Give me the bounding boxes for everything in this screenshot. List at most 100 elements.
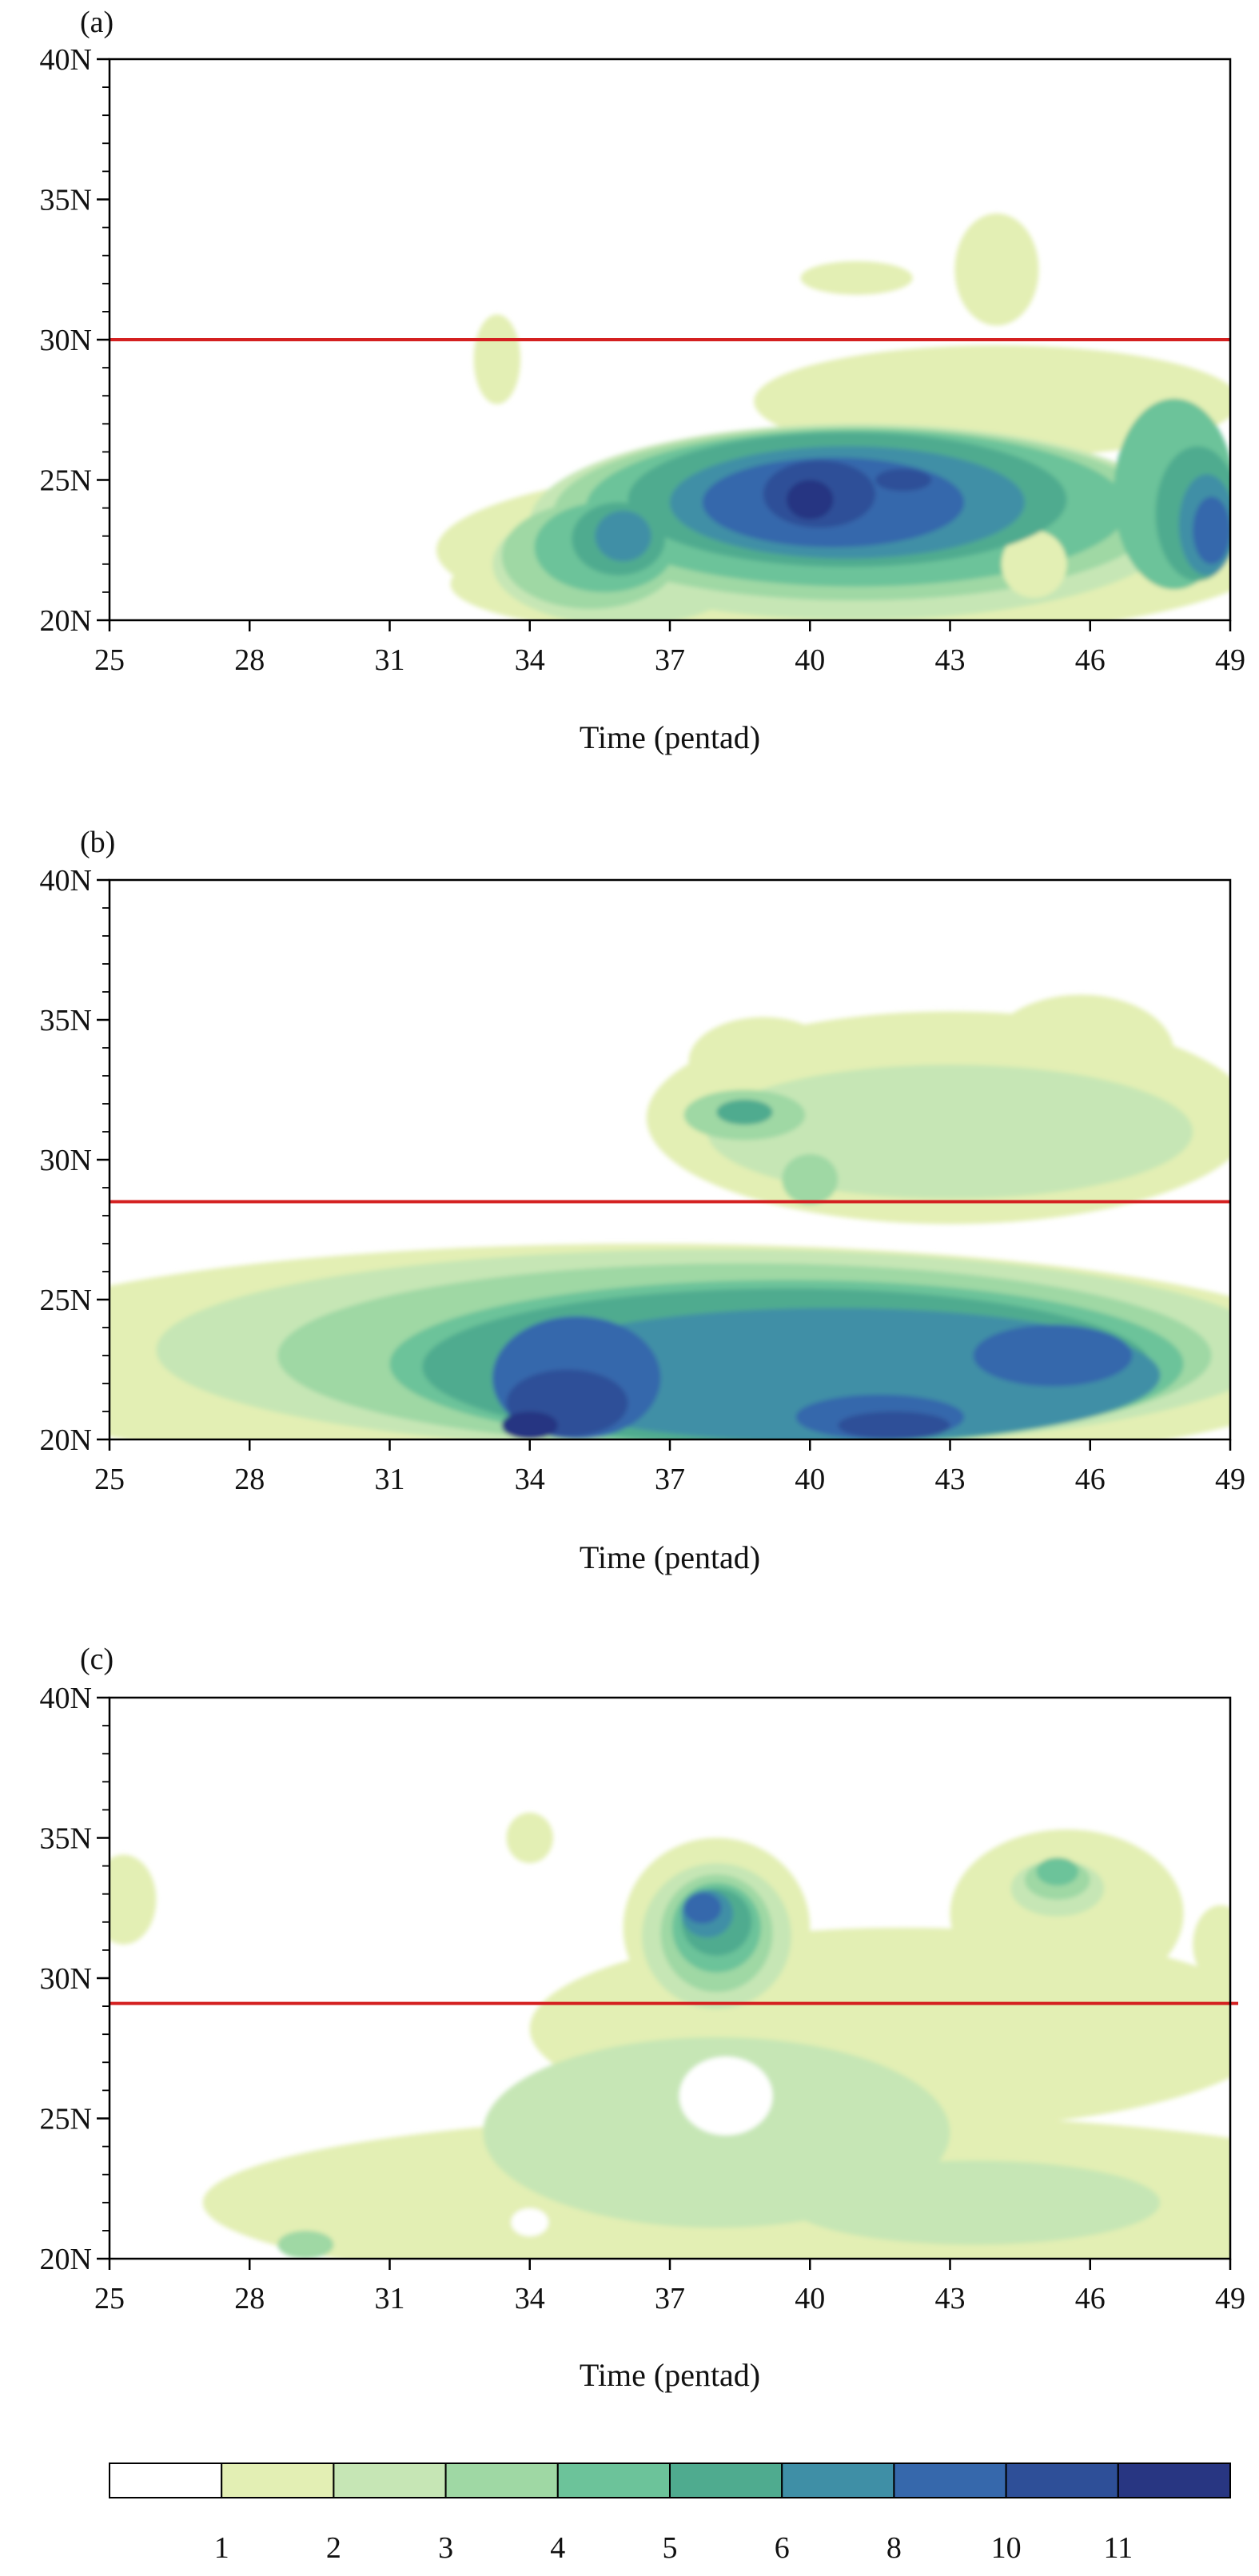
x-tick-label: 40 [795, 2282, 825, 2315]
x-tick-label: 25 [94, 643, 125, 677]
colorbar-swatch [1005, 2463, 1119, 2498]
x-axis-title-a: Time (pentad) [580, 719, 760, 755]
x-tick-label: 46 [1075, 1463, 1106, 1496]
panel-b: (b) 25 28 31 34 37 40 43 46 49 20N 25N 30N 35N 40N Ti… [40, 826, 1245, 1575]
y-tick-label: 20N [40, 2243, 92, 2276]
x-tick-label: 28 [234, 2282, 265, 2315]
colorbar-swatch [221, 2463, 335, 2498]
contour-region [1193, 1905, 1230, 1985]
colorbar-label: 1 [214, 2531, 229, 2565]
y-tick-label: 40N [40, 1682, 92, 1715]
y-tick-label: 20N [40, 1423, 92, 1457]
contour-region [277, 2230, 334, 2259]
contour-region [800, 261, 913, 295]
panel-label-b: (b) [80, 826, 115, 859]
colorbar-swatch [1117, 2463, 1232, 2498]
colorbar-swatch [669, 2463, 783, 2498]
colorbar-label: 8 [886, 2531, 902, 2565]
x-tick-label: 34 [515, 643, 545, 677]
contour-region [782, 1154, 839, 1204]
x-tick-label: 37 [655, 643, 685, 677]
colorbar-label: 2 [326, 2531, 341, 2565]
x-tick-label: 43 [935, 643, 966, 677]
contour-region [679, 2056, 773, 2136]
x-tick-label: 43 [935, 2282, 966, 2315]
y-tick-label: 20N [40, 604, 92, 638]
y-tick-label: 30N [40, 1144, 92, 1177]
colorbar-swatch [893, 2463, 1007, 2498]
contour-region [875, 468, 932, 492]
colorbar-swatch [444, 2463, 559, 2498]
x-tick-label: 25 [94, 1463, 125, 1496]
contour-region [954, 213, 1039, 326]
x-tick-label: 28 [234, 1463, 265, 1496]
contour-region [787, 480, 834, 520]
contour-region [838, 1411, 950, 1439]
y-tick-label: 40N [40, 864, 92, 898]
x-axis-title-c: Time (pentad) [580, 2357, 760, 2393]
contour-region [473, 314, 521, 404]
x-tick-label: 25 [94, 2282, 125, 2315]
panel-label-c: (c) [80, 1642, 114, 1676]
x-tick-label: 40 [795, 1463, 825, 1496]
colorbar-label: 4 [550, 2531, 565, 2565]
colorbar-swatch [781, 2463, 895, 2498]
axes-a: 25 28 31 34 37 40 43 46 49 20N 25N 30N 35N 40N [40, 43, 1245, 677]
x-tick-label: 49 [1215, 2282, 1245, 2315]
y-tick-label: 25N [40, 1284, 92, 1317]
contour-region [973, 1324, 1133, 1387]
contour-region [683, 1892, 722, 1924]
contour-region [506, 1812, 553, 1864]
y-tick-label: 25N [40, 464, 92, 498]
contour-region [511, 2208, 549, 2236]
x-tick-label: 49 [1215, 1463, 1245, 1496]
contour-region [501, 1411, 558, 1439]
contour-field-b [110, 994, 1230, 1439]
colorbar-swatch [109, 2463, 223, 2498]
x-tick-label: 31 [375, 643, 405, 677]
y-tick-label: 25N [40, 2103, 92, 2136]
contour-region [110, 1854, 157, 1945]
x-tick-label: 37 [655, 1463, 685, 1496]
y-tick-label: 30N [40, 1962, 92, 1996]
axes-c: 25 28 31 34 37 40 43 46 49 20N 25N 30N 35N 40N [40, 1682, 1245, 2315]
x-tick-label: 43 [935, 1463, 966, 1496]
y-tick-label: 35N [40, 184, 92, 217]
x-tick-label: 37 [655, 2282, 685, 2315]
x-tick-label: 34 [515, 2282, 545, 2315]
panel-c: (c) 25 28 31 34 37 40 43 46 49 20N 25N 30N 35N 40N Ti… [40, 1642, 1245, 2393]
colorbar-label: 10 [991, 2531, 1022, 2565]
axes-b: 25 28 31 34 37 40 43 46 49 20N 25N 30N 35N 40N [40, 864, 1245, 1496]
x-tick-label: 28 [234, 643, 265, 677]
colorbar-label: 11 [1104, 2531, 1133, 2565]
x-tick-label: 46 [1075, 2282, 1106, 2315]
x-tick-label: 31 [375, 2282, 405, 2315]
contour-field-c [110, 1812, 1230, 2259]
x-tick-label: 46 [1075, 643, 1106, 677]
panel-a: (a) 25 28 31 34 37 40 43 46 49 20N 25N 30N 35N 40N Ti… [40, 6, 1245, 755]
contour-field-a [436, 213, 1230, 620]
x-axis-title-b: Time (pentad) [580, 1539, 760, 1575]
y-tick-label: 35N [40, 1004, 92, 1037]
panel-label-a: (a) [80, 6, 114, 39]
colorbar-label: 5 [663, 2531, 678, 2565]
y-tick-label: 35N [40, 1822, 92, 1856]
x-tick-label: 34 [515, 1463, 545, 1496]
x-tick-label: 40 [795, 643, 825, 677]
contour-region [787, 2160, 1161, 2245]
contour-region [1036, 1857, 1079, 1886]
y-tick-label: 30N [40, 324, 92, 357]
colorbar-swatch [333, 2463, 447, 2498]
contour-region [716, 1099, 773, 1125]
contour-region [1193, 496, 1230, 564]
x-tick-label: 31 [375, 1463, 405, 1496]
x-tick-label: 49 [1215, 643, 1245, 677]
colorbar: 1 2 3 4 5 6 8 10 11 [109, 2463, 1232, 2565]
y-tick-label: 40N [40, 43, 92, 77]
colorbar-label: 3 [438, 2531, 453, 2565]
colorbar-label: 6 [775, 2531, 790, 2565]
contour-region [1001, 530, 1067, 598]
colorbar-swatch [556, 2463, 671, 2498]
contour-region [595, 511, 651, 562]
